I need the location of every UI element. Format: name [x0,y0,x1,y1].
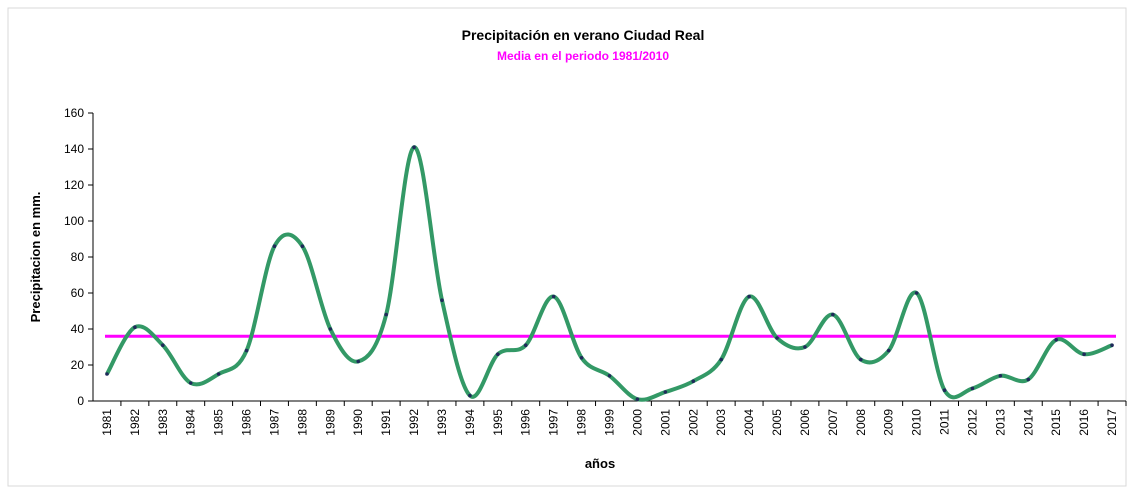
x-tick-label: 1982 [128,409,142,436]
x-tick-label: 2006 [798,409,812,436]
x-tick-label: 2017 [1105,409,1119,436]
data-point [496,352,500,357]
x-tick-label: 1992 [407,409,421,436]
data-point [328,327,333,331]
y-tick-label: 120 [64,178,84,192]
x-tick-label: 1988 [295,409,309,436]
chart-frame [7,7,1127,487]
x-tick-label: 2016 [1077,409,1091,436]
data-point [384,312,388,317]
data-point [635,397,640,402]
chart-subtitle: Media en el periodo 1981/2010 [497,49,669,63]
y-tick-label: 60 [71,286,85,300]
x-tick-label: 2010 [910,409,924,436]
x-tick-label: 1983 [156,409,170,436]
data-point [914,291,919,295]
x-tick-label: 1984 [184,409,198,436]
data-point [886,348,891,353]
data-point [1054,338,1059,342]
x-tick-label: 2002 [686,409,700,436]
x-axis-label: años [585,456,615,471]
y-tick-label: 80 [71,250,85,264]
x-tick-label: 1994 [463,409,477,436]
data-point [133,325,137,330]
data-point [747,294,751,299]
data-point [719,357,723,362]
x-tick-label: 1996 [519,409,533,436]
x-tick-label: 1995 [491,409,505,436]
x-tick-label: 2007 [826,409,840,436]
x-tick-label: 2014 [1021,409,1035,436]
x-tick-label: 1993 [435,409,449,436]
data-point [105,372,109,376]
data-point [1110,343,1114,348]
data-point [300,244,305,248]
x-tick-label: 1997 [547,409,561,436]
data-point [998,374,1003,378]
data-point [942,388,947,393]
data-point [523,343,528,348]
data-point [579,356,584,360]
x-tick-label: 2001 [658,409,672,436]
data-point [691,379,696,384]
x-tick-label: 2005 [770,409,784,436]
data-line [105,145,1113,402]
y-tick-label: 40 [71,322,85,336]
data-point [440,298,444,303]
data-point [160,343,165,348]
x-tick-label: 2003 [714,409,728,436]
data-point [803,345,807,349]
data-point [356,359,361,364]
data-point [188,381,193,385]
data-point [551,294,556,299]
x-tick-label: 1999 [603,409,617,436]
x-tick-label: 2008 [854,409,868,436]
x-tick-label: 1989 [323,409,337,436]
data-point [663,390,668,394]
data-point [216,372,221,376]
data-point [412,145,416,149]
data-point [607,374,612,378]
y-tick-label: 20 [71,358,85,372]
x-tick-label: 2004 [742,409,756,436]
data-point [272,244,277,248]
x-tick-label: 1998 [575,409,589,436]
data-point [775,336,779,340]
data-point [970,386,975,391]
data-point [1026,377,1031,382]
data-point [244,348,249,353]
x-tick-label: 2000 [630,409,644,436]
x-tick-label: 2012 [965,409,979,436]
data-point [858,357,863,362]
data-point [468,393,472,398]
chart-title: Precipitación en verano Ciudad Real [462,27,705,43]
y-tick-label: 100 [64,214,84,228]
x-tick-label: 2015 [1049,409,1063,436]
x-tick-label: 2009 [882,409,896,436]
y-tick-label: 0 [77,394,84,408]
data-point [1082,352,1086,357]
data-point [831,312,835,317]
x-tick-label: 1985 [212,409,226,436]
y-tick-label: 160 [64,106,84,120]
x-tick-label: 1990 [351,409,365,436]
x-tick-label: 1986 [240,409,254,436]
x-tick-label: 2011 [938,409,952,435]
y-axis-label: Precipitacion en mm. [28,192,43,323]
y-tick-label: 140 [64,142,84,156]
x-tick-label: 1987 [267,409,281,436]
x-tick-label: 2013 [993,409,1007,436]
x-tick-label: 1991 [379,409,393,436]
x-tick-label: 1981 [100,409,114,436]
